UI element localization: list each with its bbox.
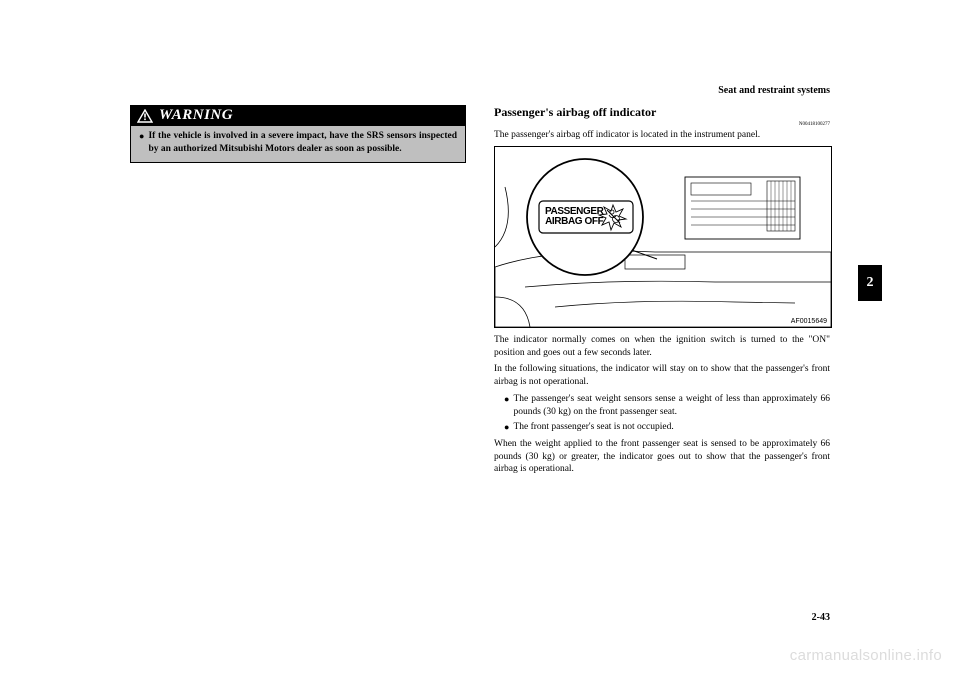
list-item: ● The front passenger's seat is not occu… <box>504 421 830 434</box>
warning-title: WARNING <box>159 107 233 124</box>
page-content: Seat and restraint systems WARNING ● If … <box>130 85 830 615</box>
indicator-label: PASSENGER AIRBAG OFF <box>545 207 603 228</box>
indicator-label-line2: AIRBAG OFF <box>545 216 603 227</box>
bullet-list: ● The passenger's seat weight sensors se… <box>494 393 830 434</box>
subsection-title: Passenger's airbag off indicator <box>494 105 830 120</box>
paragraph: In the following situations, the indicat… <box>494 363 830 389</box>
warning-body: ● If the vehicle is involved in a severe… <box>131 126 465 162</box>
reference-code: N00418100277 <box>494 122 830 127</box>
warning-item: ● If the vehicle is involved in a severe… <box>139 130 457 156</box>
indicator-label-line1: PASSENGER <box>545 206 603 217</box>
section-header: Seat and restraint systems <box>718 85 830 96</box>
right-column: Passenger's airbag off indicator N004181… <box>494 105 830 480</box>
intro-paragraph: The passenger's airbag off indicator is … <box>494 129 830 142</box>
paragraph: The indicator normally comes on when the… <box>494 334 830 360</box>
dashboard-diagram: PASSENGER AIRBAG OFF AF0015649 <box>494 146 832 328</box>
list-item-text: The passenger's seat weight sensors sens… <box>513 393 830 419</box>
warning-header: WARNING <box>131 106 465 126</box>
watermark: carmanualsonline.info <box>790 647 942 664</box>
warning-box: WARNING ● If the vehicle is involved in … <box>130 105 466 163</box>
warning-triangle-icon <box>137 109 153 123</box>
list-item-text: The front passenger's seat is not occupi… <box>513 421 673 434</box>
diagram-code: AF0015649 <box>791 318 827 325</box>
chapter-tab: 2 <box>858 265 882 301</box>
left-column: WARNING ● If the vehicle is involved in … <box>130 105 466 480</box>
bullet-icon: ● <box>504 393 509 406</box>
two-column-layout: WARNING ● If the vehicle is involved in … <box>130 105 830 480</box>
page-number: 2-43 <box>812 612 830 623</box>
list-item: ● The passenger's seat weight sensors se… <box>504 393 830 419</box>
bullet-icon: ● <box>139 130 144 143</box>
bullet-icon: ● <box>504 421 509 434</box>
paragraph: When the weight applied to the front pas… <box>494 438 830 476</box>
warning-text: If the vehicle is involved in a severe i… <box>148 130 457 156</box>
